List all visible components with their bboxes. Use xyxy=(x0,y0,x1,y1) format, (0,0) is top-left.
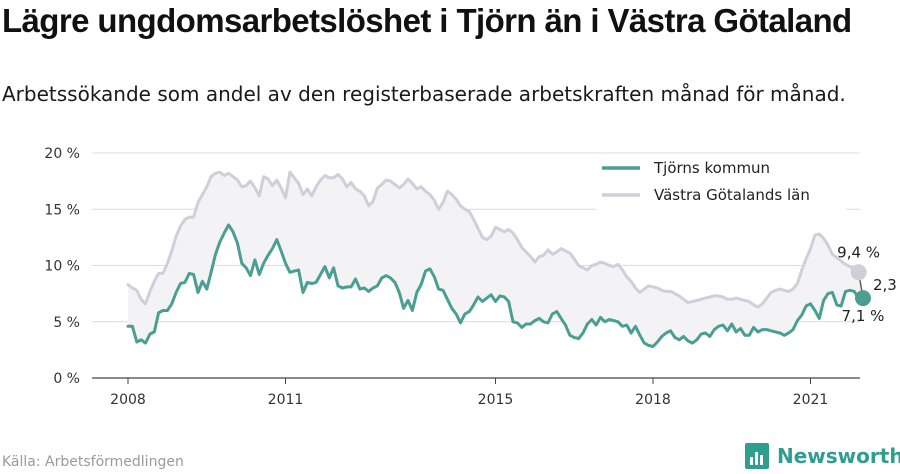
legend-label: Tjörns kommun xyxy=(653,159,770,177)
annotation-difference: 2,3 % xyxy=(873,276,900,294)
y-tick-label: 0 % xyxy=(53,371,80,387)
y-tick-label: 10 % xyxy=(44,259,80,275)
x-tick-label: 2011 xyxy=(268,392,304,408)
series-lines xyxy=(126,170,865,348)
brand-logo: Newsworthy xyxy=(745,442,900,470)
legend-label: Västra Götalands län xyxy=(654,186,810,204)
newsworthy-logo-icon xyxy=(745,443,769,469)
x-tick-label: 2021 xyxy=(793,392,829,408)
y-axis-labels: 0 % 5 % 10 % 15 % 20 % xyxy=(44,146,80,387)
chart-subtitle: Arbetssökande som andel av den registerb… xyxy=(2,82,846,106)
chart-title: Lägre ungdomsarbetslöshet i Tjörn än i V… xyxy=(2,2,852,39)
x-tick-label: 2015 xyxy=(478,392,514,408)
y-tick-label: 20 % xyxy=(44,146,80,162)
series-line-vastra-gotaland xyxy=(126,170,861,309)
x-tick-label: 2018 xyxy=(635,392,671,408)
end-annotations: 9,4 % 7,1 % 2,3 % xyxy=(837,243,900,325)
legend-box xyxy=(596,155,846,211)
endpoint-vastra-gotaland xyxy=(850,264,867,281)
y-tick-label: 5 % xyxy=(53,315,80,331)
source-note: Källa: Arbetsförmedlingen xyxy=(2,454,184,470)
endpoint-tjorn xyxy=(855,290,871,307)
x-tick-label: 2008 xyxy=(110,392,146,408)
y-tick-label: 15 % xyxy=(44,202,80,218)
series-line-tjorn xyxy=(126,223,865,348)
brand-name: Newsworthy xyxy=(777,444,900,468)
x-axis: 2008 2011 2015 2018 2021 xyxy=(110,378,828,408)
gap-fill xyxy=(128,172,863,347)
gap-area xyxy=(128,172,863,347)
legend: Tjörns kommun Västra Götalands län xyxy=(596,155,846,211)
annotation-tjorn-value: 7,1 % xyxy=(842,307,885,325)
annotation-vg-value: 9,4 % xyxy=(837,243,880,261)
